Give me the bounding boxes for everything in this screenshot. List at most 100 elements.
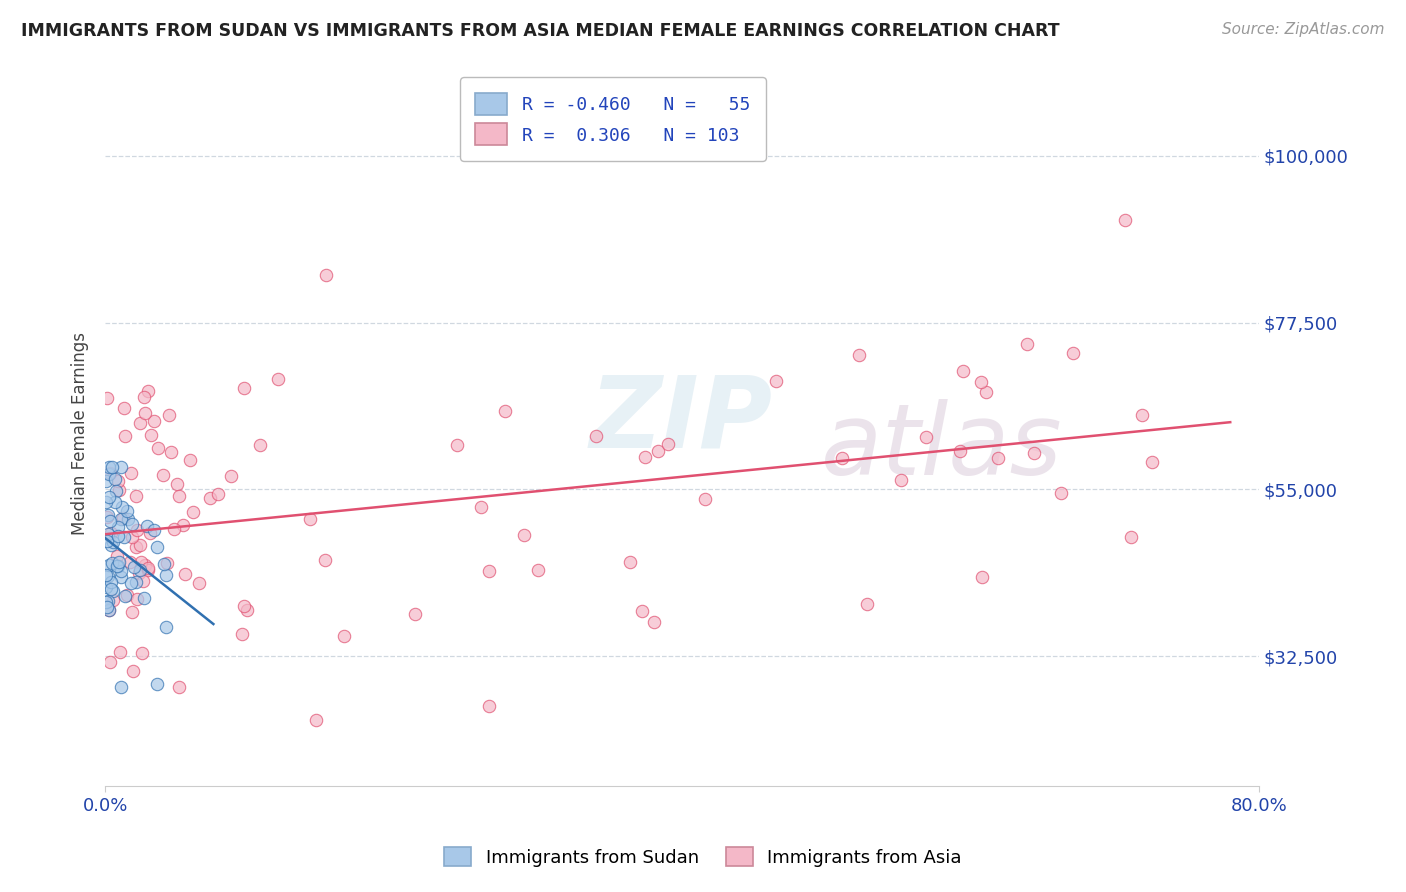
Point xyxy=(97,527,120,541)
Point xyxy=(848,348,870,362)
Point xyxy=(478,564,501,578)
Point xyxy=(96,580,118,594)
Point xyxy=(298,512,321,526)
Point xyxy=(970,569,993,583)
Point xyxy=(105,549,128,563)
Point xyxy=(114,429,136,443)
Point xyxy=(232,599,254,613)
Point xyxy=(108,555,131,569)
Point xyxy=(513,528,536,542)
Point xyxy=(172,517,194,532)
Point xyxy=(129,555,152,569)
Point xyxy=(404,607,426,621)
Point xyxy=(304,713,326,727)
Point xyxy=(152,467,174,482)
Point xyxy=(110,645,132,659)
Point xyxy=(890,473,912,487)
Point xyxy=(856,597,879,611)
Point xyxy=(105,558,128,573)
Point xyxy=(1015,336,1038,351)
Point xyxy=(143,414,166,428)
Point xyxy=(104,495,127,509)
Point xyxy=(96,391,118,405)
Point xyxy=(98,558,121,572)
Point xyxy=(585,429,607,443)
Point xyxy=(174,566,197,581)
Point xyxy=(94,494,117,508)
Point xyxy=(96,510,118,524)
Point xyxy=(145,540,167,554)
Point xyxy=(619,555,641,569)
Point xyxy=(169,680,191,694)
Point xyxy=(157,409,180,423)
Point xyxy=(478,699,501,714)
Point xyxy=(97,603,120,617)
Point xyxy=(115,504,138,518)
Point xyxy=(135,519,157,533)
Point xyxy=(121,530,143,544)
Point xyxy=(125,540,148,554)
Point xyxy=(125,574,148,589)
Point xyxy=(915,429,938,443)
Point xyxy=(129,563,152,577)
Point xyxy=(1130,408,1153,422)
Point xyxy=(110,500,132,514)
Point xyxy=(134,558,156,573)
Point xyxy=(98,467,121,481)
Point xyxy=(631,604,654,618)
Point xyxy=(1050,485,1073,500)
Y-axis label: Median Female Earnings: Median Female Earnings xyxy=(72,333,89,535)
Point xyxy=(136,563,159,577)
Point xyxy=(112,530,135,544)
Point xyxy=(122,665,145,679)
Point xyxy=(166,477,188,491)
Point xyxy=(98,602,121,616)
Point xyxy=(446,438,468,452)
Point xyxy=(647,444,669,458)
Point xyxy=(122,559,145,574)
Point xyxy=(115,588,138,602)
Point xyxy=(125,591,148,606)
Point xyxy=(112,401,135,416)
Point xyxy=(121,606,143,620)
Point xyxy=(120,575,142,590)
Point xyxy=(117,512,139,526)
Point xyxy=(104,472,127,486)
Point xyxy=(103,583,125,598)
Point xyxy=(110,564,132,578)
Point xyxy=(110,460,132,475)
Point xyxy=(129,416,152,430)
Point xyxy=(107,529,129,543)
Point xyxy=(96,595,118,609)
Point xyxy=(1022,446,1045,460)
Point xyxy=(97,467,120,482)
Point xyxy=(693,492,716,507)
Point xyxy=(131,646,153,660)
Point xyxy=(136,384,159,399)
Point xyxy=(98,655,121,669)
Point xyxy=(110,512,132,526)
Point xyxy=(974,385,997,400)
Point xyxy=(100,574,122,589)
Point xyxy=(155,567,177,582)
Point xyxy=(181,505,204,519)
Point xyxy=(152,557,174,571)
Point xyxy=(139,428,162,442)
Point xyxy=(121,466,143,480)
Point xyxy=(98,460,121,475)
Point xyxy=(236,603,259,617)
Point xyxy=(136,561,159,575)
Point xyxy=(139,526,162,541)
Point xyxy=(198,491,221,505)
Text: Source: ZipAtlas.com: Source: ZipAtlas.com xyxy=(1222,22,1385,37)
Point xyxy=(267,372,290,386)
Point xyxy=(107,559,129,574)
Point xyxy=(657,436,679,450)
Point xyxy=(103,592,125,607)
Point xyxy=(219,468,242,483)
Point xyxy=(159,444,181,458)
Point xyxy=(179,453,201,467)
Point xyxy=(634,450,657,465)
Point xyxy=(146,677,169,691)
Point xyxy=(97,569,120,583)
